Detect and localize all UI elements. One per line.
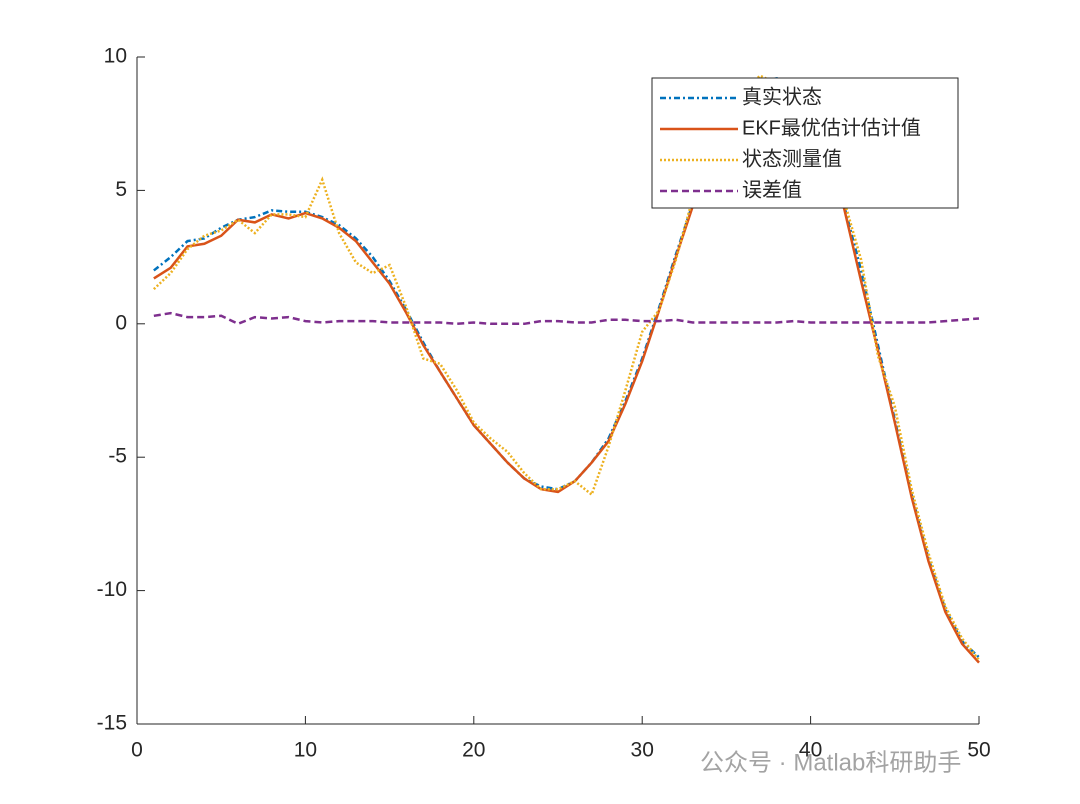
series-line [152,74,980,661]
y-tick-label: -10 [97,578,127,601]
y-tick-label: -5 [108,445,127,468]
x-tick-label: 10 [294,739,317,762]
series-line [153,311,980,326]
y-tick-label: 0 [115,311,127,334]
x-tick-label: 50 [967,739,990,762]
y-tick-label: 5 [115,178,127,201]
legend-label: EKF最优估计估计值 [742,116,921,139]
legend-label: 真实状态 [742,85,822,108]
watermark: 公众号 · Matlab科研助手 [700,749,961,776]
legend-label: 状态测量值 [742,147,842,170]
y-tick-label: -15 [97,712,127,735]
x-tick-label: 20 [462,739,485,762]
legend-label: 误差值 [742,178,802,201]
legend-box [651,77,959,209]
x-tick-label: 40 [799,739,822,762]
y-tick-label: 10 [104,45,127,68]
x-tick-label: 0 [131,739,143,762]
x-tick-label: 30 [631,739,654,762]
